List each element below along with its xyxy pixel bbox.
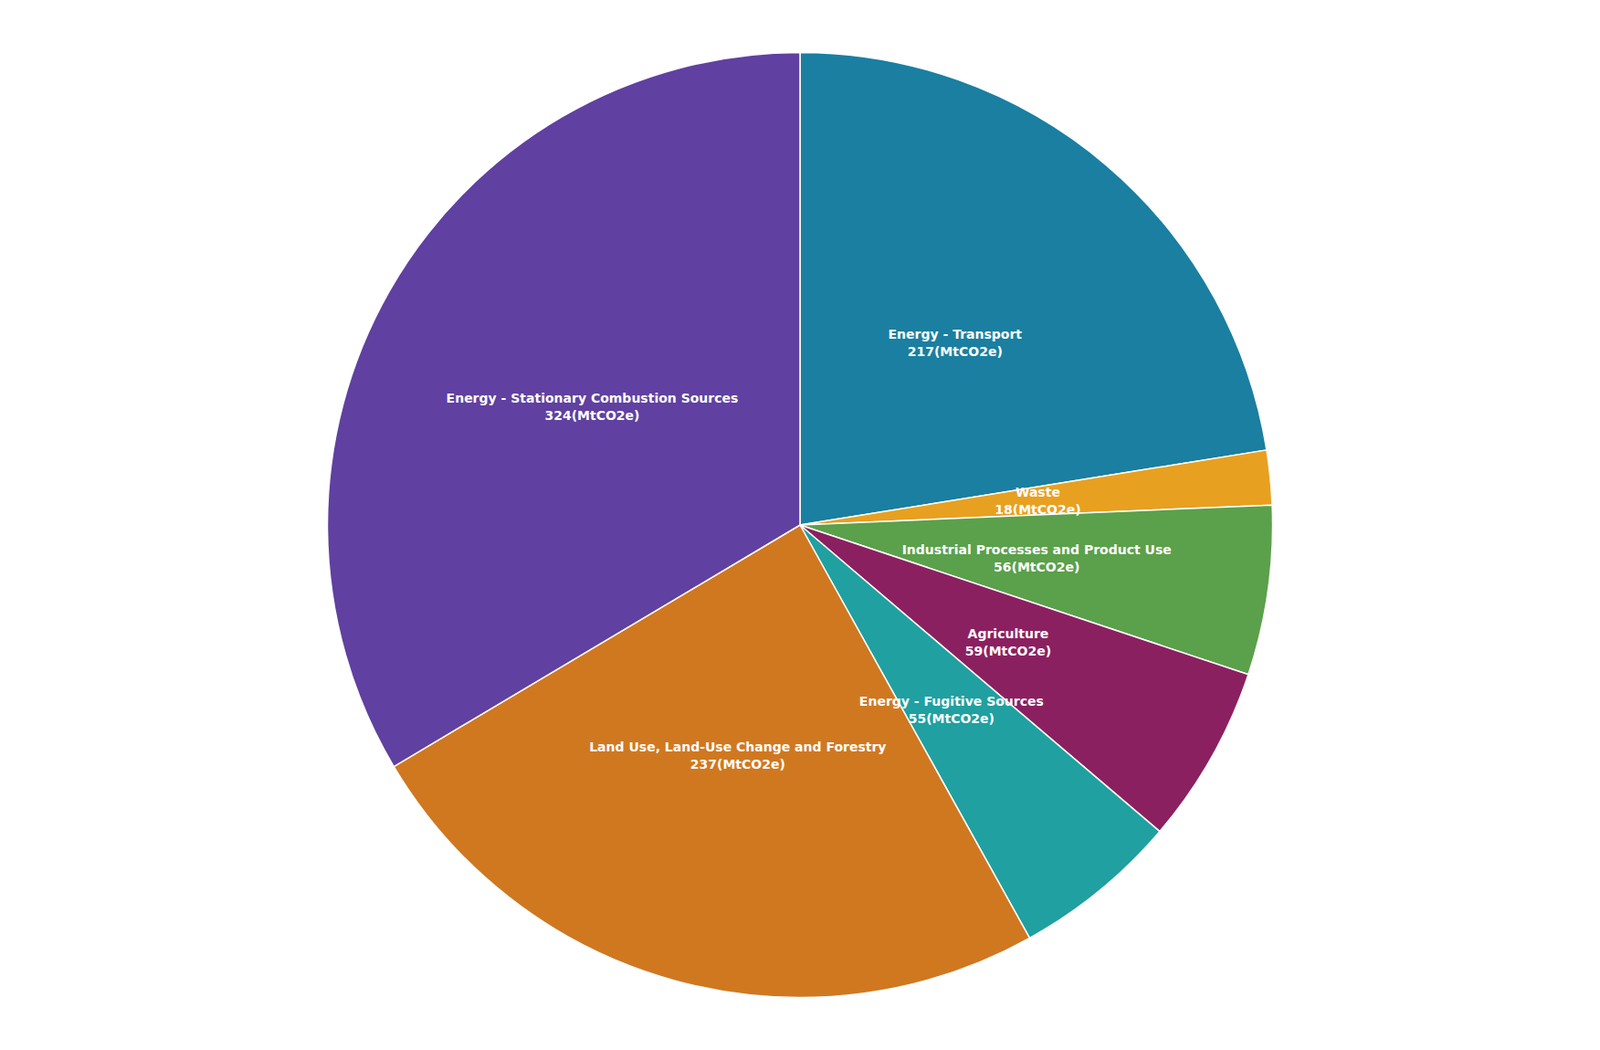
svg-text:Land Use, Land-Use Change and: Land Use, Land-Use Change and Forestry <box>589 739 886 755</box>
svg-text:Energy - Transport: Energy - Transport <box>887 326 1022 342</box>
svg-text:Agriculture: Agriculture <box>968 626 1050 642</box>
svg-text:18(MtCO2e): 18(MtCO2e) <box>994 502 1081 517</box>
svg-text:237(MtCO2e): 237(MtCO2e) <box>690 757 786 772</box>
svg-text:56(MtCO2e): 56(MtCO2e) <box>993 559 1080 575</box>
svg-text:Industrial Processes and Produ: Industrial Processes and Product Use <box>902 542 1172 558</box>
svg-text:Energy - Stationary Combustion: Energy - Stationary Combustion Sources <box>446 390 739 406</box>
svg-text:Energy - Fugitive Sources: Energy - Fugitive Sources <box>859 694 1044 709</box>
svg-text:217(MtCO2e): 217(MtCO2e) <box>907 344 1003 359</box>
svg-text:Waste: Waste <box>1015 484 1061 500</box>
svg-text:59(MtCO2e): 59(MtCO2e) <box>965 643 1052 659</box>
svg-text:324(MtCO2e): 324(MtCO2e) <box>544 408 640 423</box>
svg-text:55(MtCO2e): 55(MtCO2e) <box>908 711 995 727</box>
